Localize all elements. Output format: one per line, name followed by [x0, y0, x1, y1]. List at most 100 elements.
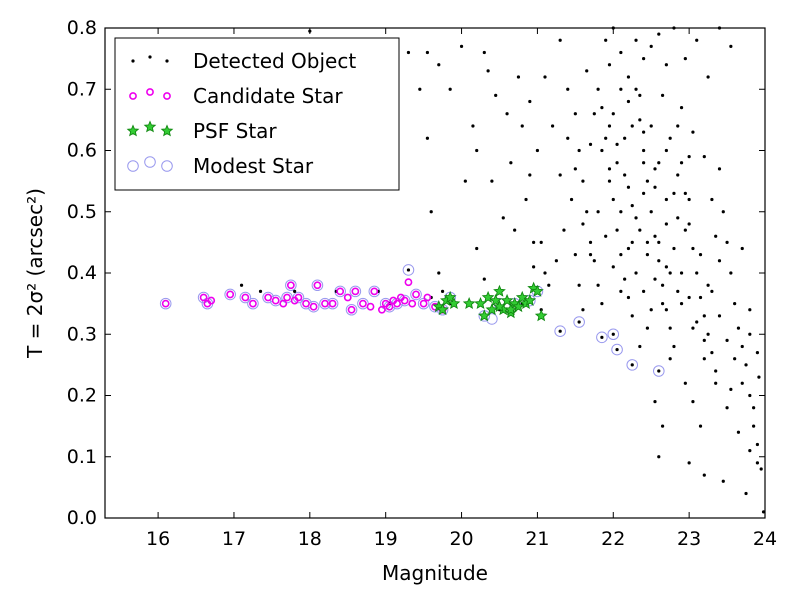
point-detected-object: [645, 240, 650, 244]
point-detected-object: [535, 148, 540, 153]
point-detected-object: [463, 179, 467, 183]
point-detected-object: [687, 197, 691, 202]
point-detected-object: [721, 210, 725, 214]
point-detected-object: [471, 124, 475, 128]
point-detected-object: [691, 400, 695, 404]
point-modest-star: [239, 291, 252, 304]
y-tick-label: 0.3: [67, 323, 97, 345]
point-detected-object: [664, 197, 668, 202]
point-detected-object: [725, 406, 729, 410]
point-detected-object: [668, 357, 672, 361]
point-candidate-star: [359, 299, 367, 308]
point-candidate-star: [286, 281, 295, 290]
point-detected-object: [577, 283, 581, 287]
point-detected-object: [600, 302, 604, 306]
point-candidate-star: [161, 299, 170, 308]
point-detected-object: [475, 148, 479, 153]
point-detected-object: [691, 246, 695, 251]
point-candidate-star: [279, 299, 288, 308]
point-detected-object: [664, 265, 668, 269]
point-detected-object: [615, 161, 619, 165]
point-candidate-star: [343, 293, 352, 302]
point-detected-object: [657, 455, 661, 459]
point-detected-object: [755, 351, 760, 355]
point-detected-object: [725, 240, 729, 244]
point-detected-object: [513, 228, 517, 232]
point-detected-object: [657, 259, 661, 263]
point-detected-object: [440, 289, 445, 293]
point-candidate-star: [226, 290, 235, 299]
legend-label-detected-object: Detected Object: [193, 49, 356, 73]
point-detected-object: [581, 222, 585, 226]
point-candidate-star: [370, 287, 379, 296]
point-detected-object: [702, 473, 706, 477]
point-detected-object: [729, 44, 733, 48]
legend-label-candidate-star: Candidate Star: [193, 84, 343, 108]
point-candidate-star: [419, 299, 428, 308]
point-detected-object: [679, 271, 684, 275]
point-detected-object: [607, 124, 612, 128]
point-psf-star: [493, 284, 506, 297]
point-candidate-star: [366, 302, 375, 311]
point-candidate-star: [347, 305, 356, 314]
point-modest-star: [159, 297, 172, 310]
point-detected-object: [714, 369, 718, 373]
point-detected-object: [501, 216, 505, 220]
point-detected-object: [611, 332, 615, 336]
point-detected-object: [664, 308, 668, 312]
legend-label-psf-star: PSF Star: [193, 119, 277, 143]
point-detected-object: [630, 124, 634, 128]
point-psf-star: [436, 303, 449, 316]
point-detected-object: [687, 295, 691, 300]
y-axis-label: T = 2σ² (arcsec²): [23, 188, 47, 359]
point-detected-object: [585, 69, 589, 73]
point-detected-object: [524, 197, 528, 202]
point-detected-object: [687, 155, 691, 159]
point-candidate-star: [207, 296, 216, 305]
point-detected-object: [653, 167, 657, 171]
point-detected-object: [577, 320, 581, 324]
legend-marker-psf-star: [126, 124, 140, 137]
point-modest-star: [596, 331, 608, 344]
point-modest-star: [554, 325, 566, 337]
point-detected-object: [657, 369, 661, 373]
point-detected-object: [702, 314, 706, 318]
point-psf-star: [443, 290, 457, 303]
point-detected-object: [683, 228, 687, 232]
point-detected-object: [676, 289, 680, 293]
point-detected-object: [642, 57, 646, 61]
point-psf-star: [485, 303, 499, 316]
point-detected-object: [604, 38, 608, 42]
x-tick-label: 17: [222, 528, 246, 550]
point-detected-object: [698, 253, 703, 257]
y-tick-label: 0.7: [67, 78, 97, 100]
x-tick-label: 21: [525, 528, 549, 550]
point-detected-object: [592, 112, 596, 116]
point-detected-object: [672, 344, 676, 349]
point-detected-object: [729, 271, 733, 275]
point-candidate-star: [412, 290, 420, 299]
legend-marker-detected-object: [165, 59, 169, 63]
point-detected-object: [657, 161, 661, 165]
point-detected-object: [509, 161, 513, 165]
point-detected-object: [293, 289, 297, 293]
point-detected-object: [668, 271, 672, 275]
point-candidate-star: [309, 302, 318, 311]
point-candidate-star: [283, 293, 291, 302]
point-modest-star: [652, 365, 665, 377]
point-modest-star: [573, 316, 585, 328]
legend-marker-modest-star: [127, 160, 139, 172]
y-tick-label: 0.0: [67, 507, 97, 529]
point-detected-object: [695, 38, 699, 42]
x-tick-label: 22: [601, 528, 625, 550]
point-detected-object: [615, 142, 619, 146]
point-detected-object: [604, 136, 608, 140]
point-detected-object: [757, 375, 761, 379]
point-detected-object: [755, 461, 760, 465]
point-detected-object: [653, 277, 657, 281]
point-detected-object: [547, 283, 551, 287]
point-detected-object: [630, 363, 634, 367]
x-tick-label: 20: [449, 528, 473, 550]
point-detected-object: [562, 228, 566, 232]
point-detected-object: [626, 75, 631, 79]
